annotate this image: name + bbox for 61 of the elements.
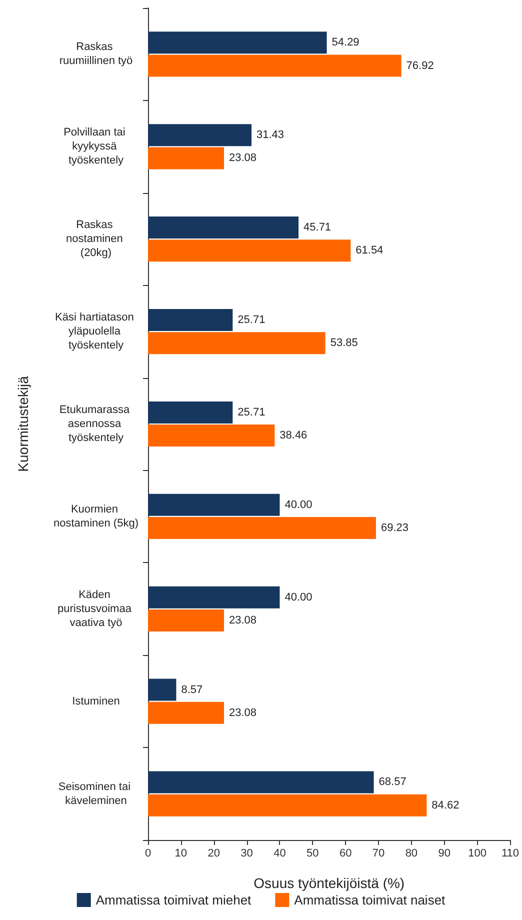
x-tick-label: 0 <box>144 848 152 860</box>
data-label: 31.43 <box>256 129 284 142</box>
data-label: 84.62 <box>432 799 460 812</box>
x-tick-label: 60 <box>339 848 352 860</box>
bar <box>148 124 252 146</box>
y-tick-label: Käsi hartiatason yläpuolella työskentely <box>55 312 137 352</box>
data-label: 61.54 <box>356 244 384 257</box>
bar <box>148 516 376 539</box>
x-tick-label: 90 <box>438 848 450 860</box>
x-tick-label: 10 <box>174 848 188 860</box>
bar <box>148 216 299 239</box>
x-tick-label: 30 <box>240 848 253 860</box>
data-label: 23.08 <box>229 614 257 626</box>
y-tick-label: Kuormien nostaminen (5kg) <box>54 503 138 530</box>
data-label: 8.57 <box>181 684 203 696</box>
bar <box>148 586 280 608</box>
x-tick-label: 70 <box>372 848 385 860</box>
data-label: 68.57 <box>378 776 406 788</box>
data-label: 54.29 <box>332 36 360 49</box>
bar <box>148 609 224 632</box>
bar <box>148 771 374 794</box>
data-label: 76.92 <box>406 60 434 72</box>
data-label: 23.08 <box>229 706 257 719</box>
x-tick-label: 110 <box>501 848 520 860</box>
bar <box>148 54 402 77</box>
data-label: 23.08 <box>229 152 257 164</box>
data-label: 25.71 <box>238 314 266 326</box>
bar <box>148 332 326 354</box>
bar <box>148 702 224 724</box>
bar <box>148 424 275 447</box>
bar <box>148 32 327 54</box>
bar <box>148 240 351 262</box>
y-tick-label: Raskas nostaminen (20kg) <box>66 219 126 260</box>
x-tick-label: 100 <box>468 848 486 860</box>
bar <box>148 401 233 424</box>
x-tick-label: 20 <box>208 848 220 860</box>
data-label: 40.00 <box>284 591 312 604</box>
y-axis-title: Kuormitustekijä <box>15 376 31 472</box>
y-tick-label: Etukumarassa asennossa työskentely <box>59 404 133 444</box>
x-tick-label: 80 <box>405 848 418 860</box>
bar <box>148 147 224 170</box>
y-tick-label: Seisominen tai käveleminen <box>58 780 134 807</box>
data-label: 25.71 <box>238 406 266 418</box>
bar <box>148 494 280 516</box>
y-tick-label: Raskas ruumiillinen työ <box>59 41 133 68</box>
y-tick-label: Käden puristusvoimaa vaativa työ <box>57 588 135 629</box>
x-axis-title: Osuus työntekijöistä (%) <box>254 875 405 891</box>
bar <box>148 678 176 701</box>
x-tick-label: 40 <box>274 848 286 860</box>
y-tick-label: Polvillaan tai kyykyssä työskentely <box>64 126 128 167</box>
data-label: 69.23 <box>380 522 409 534</box>
y-tick-label: Istuminen <box>72 695 120 708</box>
data-label: 40.00 <box>284 498 312 511</box>
bar <box>148 794 427 816</box>
data-label: 53.85 <box>330 337 358 350</box>
legend-label: Ammatissa toimivat naiset <box>294 892 446 908</box>
bar <box>148 309 233 332</box>
data-label: 45.71 <box>304 222 332 234</box>
x-tick-label: 50 <box>306 848 319 860</box>
legend-label: Ammatissa toimivat miehet <box>96 892 252 908</box>
data-label: 38.46 <box>280 430 308 442</box>
